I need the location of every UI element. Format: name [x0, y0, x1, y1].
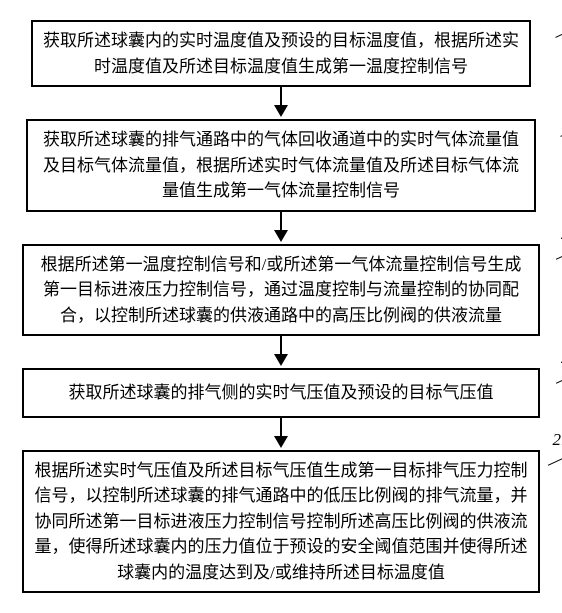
arrow-head-icon — [274, 354, 288, 366]
flow-node-n1: 获取所述球囊内的实时温度值及预设的目标温度值，根据所述实时温度值及所述目标温度值… — [31, 20, 531, 87]
label-leader-line — [556, 368, 562, 384]
arrow-stem — [280, 87, 283, 105]
label-leader-line — [547, 450, 562, 466]
label-leader-line — [556, 244, 562, 260]
flow-node-n5: 根据所述实时气压值及所述目标气压值生成第一目标排气压力控制信号，以控制所述球囊的… — [22, 450, 540, 594]
arrow-head-icon — [274, 436, 288, 448]
flow-node-text: 根据所述第一温度控制信号和/或所述第一气体流量控制信号生成第一目标进液压力控制信… — [34, 252, 528, 329]
flow-arrow — [21, 418, 541, 450]
flow-arrow — [21, 212, 541, 244]
flow-node-text: 获取所述球囊的排气侧的实时气压值及预设的目标气压值 — [34, 380, 528, 406]
flow-node-text: 根据所述实时气压值及所述目标气压值生成第一目标排气压力控制信号，以控制所述球囊的… — [34, 458, 528, 586]
label-leader-line — [555, 20, 562, 38]
arrow-stem — [280, 418, 283, 436]
flow-node-n3: 根据所述第一温度控制信号和/或所述第一气体流量控制信号生成第一目标进液压力控制信… — [22, 244, 540, 337]
arrow-head-icon — [274, 105, 288, 117]
flow-node-n2: 获取所述球囊的排气通路中的气体回收通道中的实时气体流量值及目标气体流量值，根据所… — [26, 119, 536, 212]
flow-arrow — [21, 336, 541, 368]
flow-node-n4: 获取所述球囊的排气侧的实时气压值及预设的目标气压值28 — [22, 368, 540, 418]
flow-arrow — [21, 87, 541, 119]
flow-node-text: 获取所述球囊的排气通路中的气体回收通道中的实时气体流量值及目标气体流量值，根据所… — [38, 127, 524, 204]
flow-node-label: 210 — [553, 430, 562, 450]
flow-node-text: 获取所述球囊内的实时温度值及预设的目标温度值，根据所述实时温度值及所述目标温度值… — [43, 28, 519, 79]
arrow-head-icon — [274, 230, 288, 242]
arrow-stem — [280, 212, 283, 230]
flow-node-label-text: 210 — [553, 430, 562, 449]
arrow-stem — [280, 336, 283, 354]
flowchart-container: 获取所述球囊内的实时温度值及预设的目标温度值，根据所述实时温度值及所述目标温度值… — [21, 20, 541, 593]
